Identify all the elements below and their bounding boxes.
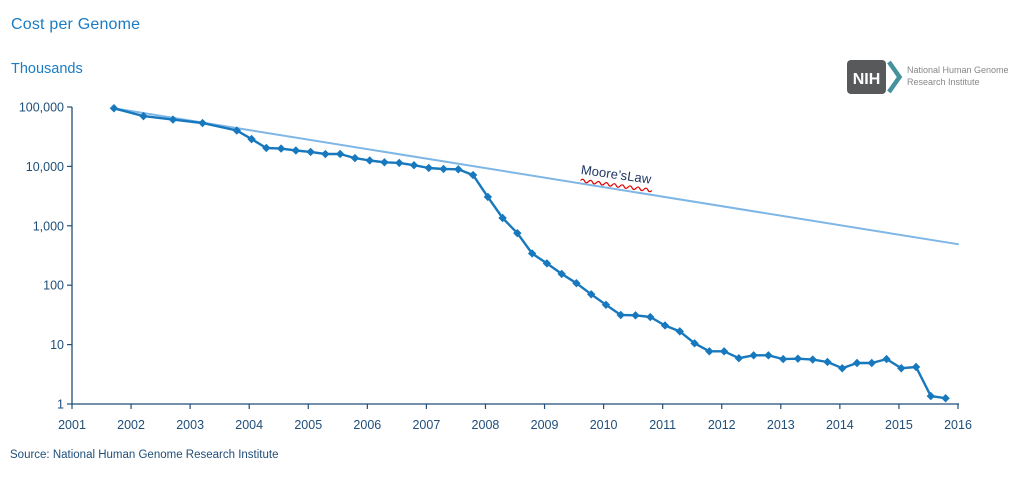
data-point-marker	[380, 158, 389, 167]
data-point-marker	[306, 147, 315, 157]
nih-acronym: NIH	[853, 71, 881, 88]
data-point-marker	[749, 351, 758, 360]
data-point-marker	[291, 146, 301, 155]
x-tick-label: 2002	[117, 418, 145, 432]
data-point-marker	[867, 358, 876, 368]
data-point-marker	[734, 354, 744, 363]
data-point-marker	[675, 327, 684, 336]
data-point-marker	[168, 115, 178, 124]
data-point-marker	[926, 391, 936, 401]
x-tick-label: 2009	[531, 418, 559, 432]
data-point-marker	[276, 144, 286, 153]
data-point-marker	[911, 362, 921, 372]
data-point-marker	[823, 357, 832, 367]
logo-org-line1: National Human Genome	[907, 65, 1009, 75]
x-tick-label: 2006	[353, 418, 381, 432]
data-point-marker	[262, 143, 271, 153]
y-tick-label: 100,000	[19, 101, 64, 115]
data-point-marker	[601, 300, 611, 309]
data-point-marker	[572, 279, 581, 288]
axis-units-label: Thousands	[11, 61, 83, 77]
y-tick-label: 1,000	[33, 219, 64, 233]
squiggle-underline-icon	[580, 178, 653, 193]
x-tick-label: 2016	[944, 418, 972, 432]
y-tick-label: 10,000	[26, 160, 64, 174]
data-point-marker	[808, 355, 817, 364]
y-tick-label: 10	[50, 338, 64, 352]
data-point-marker	[109, 104, 119, 113]
data-point-marker	[454, 165, 463, 174]
data-point-marker	[646, 312, 655, 322]
data-point-marker	[778, 354, 788, 364]
x-tick-label: 2011	[649, 418, 676, 432]
x-tick-label: 2004	[235, 418, 263, 432]
data-point-marker	[365, 156, 374, 165]
data-point-marker	[139, 111, 148, 121]
data-point-marker	[321, 149, 330, 159]
data-point-marker	[941, 394, 950, 403]
data-point-marker	[542, 259, 552, 268]
data-point-marker	[468, 170, 478, 180]
x-tick-label: 2013	[767, 418, 795, 432]
x-tick-label: 2012	[708, 418, 736, 432]
x-tick-label: 2010	[590, 418, 618, 432]
data-point-marker	[232, 126, 241, 135]
data-point-marker	[705, 347, 714, 356]
x-tick-label: 2015	[885, 418, 913, 432]
data-point-marker	[483, 192, 493, 202]
data-point-marker	[395, 158, 404, 168]
data-point-marker	[247, 134, 256, 144]
data-point-marker	[335, 149, 345, 159]
data-point-marker	[439, 164, 448, 174]
data-point-marker	[409, 161, 419, 170]
x-tick-label: 2008	[472, 418, 500, 432]
chart-title: Cost per Genome	[11, 16, 141, 33]
source-note: Source: National Human Genome Research I…	[10, 449, 279, 461]
series-line-moores-law	[112, 107, 959, 246]
y-tick-label: 100	[43, 279, 64, 293]
x-tick-label: 2005	[294, 418, 322, 432]
nih-logo-box	[847, 60, 886, 94]
logo-org-line2: Research Institute	[907, 77, 980, 87]
x-tick-label: 2003	[176, 418, 204, 432]
data-point-marker	[424, 163, 433, 173]
data-point-marker	[852, 358, 862, 368]
data-point-marker	[897, 364, 906, 373]
data-point-marker	[586, 290, 596, 299]
chevron-right-icon	[887, 60, 903, 94]
data-point-marker	[198, 118, 207, 128]
moores-law-annotation: Moore’sLaw	[579, 162, 657, 194]
nih-logo: NIH National Human Genome Research Insti…	[846, 58, 1014, 98]
data-point-marker	[616, 310, 625, 320]
data-point-marker	[764, 351, 773, 360]
data-point-marker	[513, 228, 522, 238]
data-point-marker	[527, 249, 537, 258]
data-point-marker	[838, 364, 847, 373]
data-point-marker	[557, 269, 566, 279]
squiggle-path	[580, 178, 653, 193]
data-point-marker	[350, 153, 360, 163]
x-tick-label: 2001	[58, 418, 86, 432]
data-point-marker	[660, 321, 670, 330]
data-point-marker	[498, 213, 507, 223]
data-point-marker	[631, 311, 640, 320]
data-point-marker	[882, 354, 891, 364]
y-tick-label: 1	[57, 398, 64, 412]
data-point-marker	[690, 339, 699, 348]
x-tick-label: 2014	[826, 418, 854, 432]
data-point-marker	[793, 354, 803, 363]
x-tick-label: 2007	[412, 418, 440, 432]
data-point-marker	[719, 347, 729, 356]
